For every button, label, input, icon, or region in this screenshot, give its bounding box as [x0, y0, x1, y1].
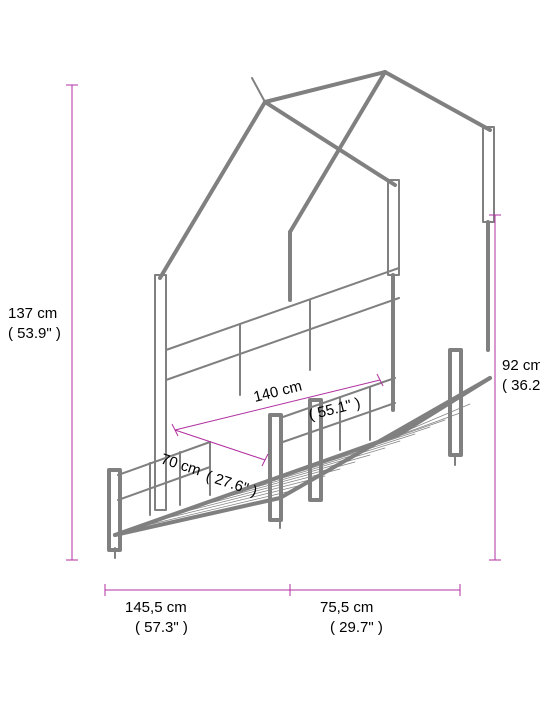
label-width-bottom-cm: 75,5 cm — [320, 599, 373, 616]
label-depth-bottom-in: ( 57.3" ) — [135, 619, 188, 636]
label-inner-depth-cm: 140 cm — [252, 377, 304, 405]
bed-structure — [109, 72, 494, 558]
label-height-left-in: ( 53.9" ) — [8, 325, 61, 342]
label-width-bottom-in: ( 29.7" ) — [330, 619, 383, 636]
diagram-canvas: 137 cm ( 53.9" ) 92 cm ( 36.2" ) 145,5 c… — [0, 0, 540, 720]
dim-height-left — [66, 85, 78, 560]
dim-height-right — [489, 215, 501, 560]
label-depth-bottom-cm: 145,5 cm — [125, 599, 187, 616]
dim-depth-bottom — [105, 584, 290, 596]
dimension-lines — [66, 85, 501, 596]
label-height-right-in: ( 36.2" ) — [502, 377, 540, 394]
label-height-right-cm: 92 cm — [502, 357, 540, 374]
dim-width-bottom — [290, 584, 460, 596]
label-height-left-cm: 137 cm — [8, 305, 57, 322]
